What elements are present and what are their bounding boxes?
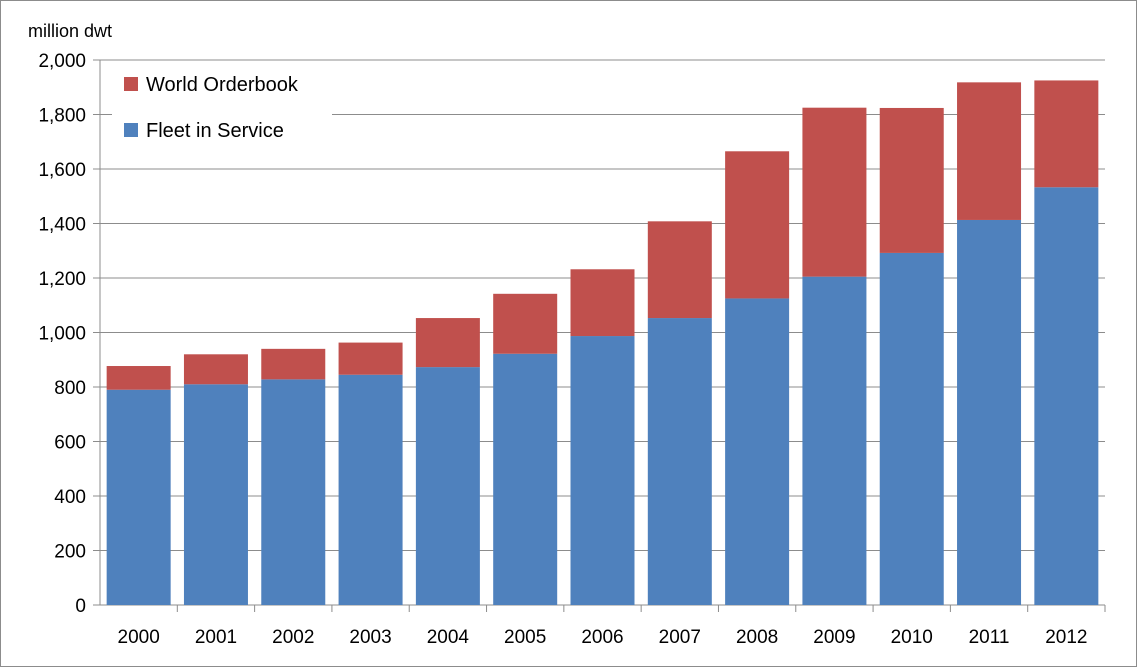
bar-fleet-in-service <box>493 353 558 605</box>
bar-fleet-in-service <box>106 389 171 605</box>
legend-label: World Orderbook <box>146 74 299 96</box>
legend-label: Fleet in Service <box>146 120 284 142</box>
y-tick-label: 0 <box>75 596 86 617</box>
bar-world-orderbook <box>647 221 712 319</box>
bar-world-orderbook <box>183 354 248 385</box>
x-tick-label: 2011 <box>969 627 1010 648</box>
x-tick-label: 2002 <box>272 627 314 648</box>
bar-fleet-in-service <box>415 367 480 605</box>
bar-world-orderbook <box>415 318 480 368</box>
x-tick-label: 2005 <box>504 627 546 648</box>
bar-fleet-in-service <box>261 379 326 605</box>
y-tick-label: 400 <box>54 487 86 508</box>
y-tick-label: 200 <box>54 542 86 563</box>
y-tick-label: 1,000 <box>38 324 86 345</box>
bar-fleet-in-service <box>802 276 867 605</box>
x-tick-label: 2003 <box>349 627 391 648</box>
x-tick-label: 2001 <box>195 627 237 648</box>
legend-swatch <box>124 123 138 137</box>
bar-world-orderbook <box>725 151 790 299</box>
y-tick-label: 1,600 <box>38 160 86 181</box>
y-tick-label: 600 <box>54 433 86 454</box>
bar-world-orderbook <box>957 82 1022 220</box>
x-tick-label: 2000 <box>118 627 160 648</box>
x-tick-label: 2009 <box>813 627 855 648</box>
y-tick-label: 800 <box>54 378 86 399</box>
bar-world-orderbook <box>1034 80 1099 188</box>
bar-fleet-in-service <box>570 336 635 605</box>
y-tick-label: 1,400 <box>38 215 86 236</box>
legend-box <box>112 66 332 154</box>
bar-fleet-in-service <box>1034 187 1099 605</box>
x-tick-label: 2007 <box>659 627 701 648</box>
y-unit-label: million dwt <box>28 21 112 41</box>
bar-world-orderbook <box>106 366 171 390</box>
y-tick-label: 1,800 <box>38 106 86 127</box>
bar-fleet-in-service <box>338 374 403 605</box>
x-tick-label: 2008 <box>736 627 778 648</box>
y-tick-label: 1,200 <box>38 269 86 290</box>
legend-swatch <box>124 77 138 91</box>
bar-world-orderbook <box>879 107 944 253</box>
x-tick-label: 2004 <box>427 627 470 648</box>
bar-world-orderbook <box>338 342 403 375</box>
x-tick-label: 2012 <box>1045 627 1087 648</box>
bar-fleet-in-service <box>879 252 944 605</box>
bar-fleet-in-service <box>725 298 790 605</box>
bar-fleet-in-service <box>647 318 712 605</box>
bar-fleet-in-service <box>957 219 1022 605</box>
bar-world-orderbook <box>261 348 326 380</box>
x-tick-label: 2006 <box>581 627 623 648</box>
bar-fleet-in-service <box>183 384 248 605</box>
bar-world-orderbook <box>802 107 867 277</box>
bar-world-orderbook <box>493 293 558 354</box>
y-tick-label: 2,000 <box>38 51 86 72</box>
bar-world-orderbook <box>570 269 635 337</box>
x-tick-label: 2010 <box>891 627 933 648</box>
